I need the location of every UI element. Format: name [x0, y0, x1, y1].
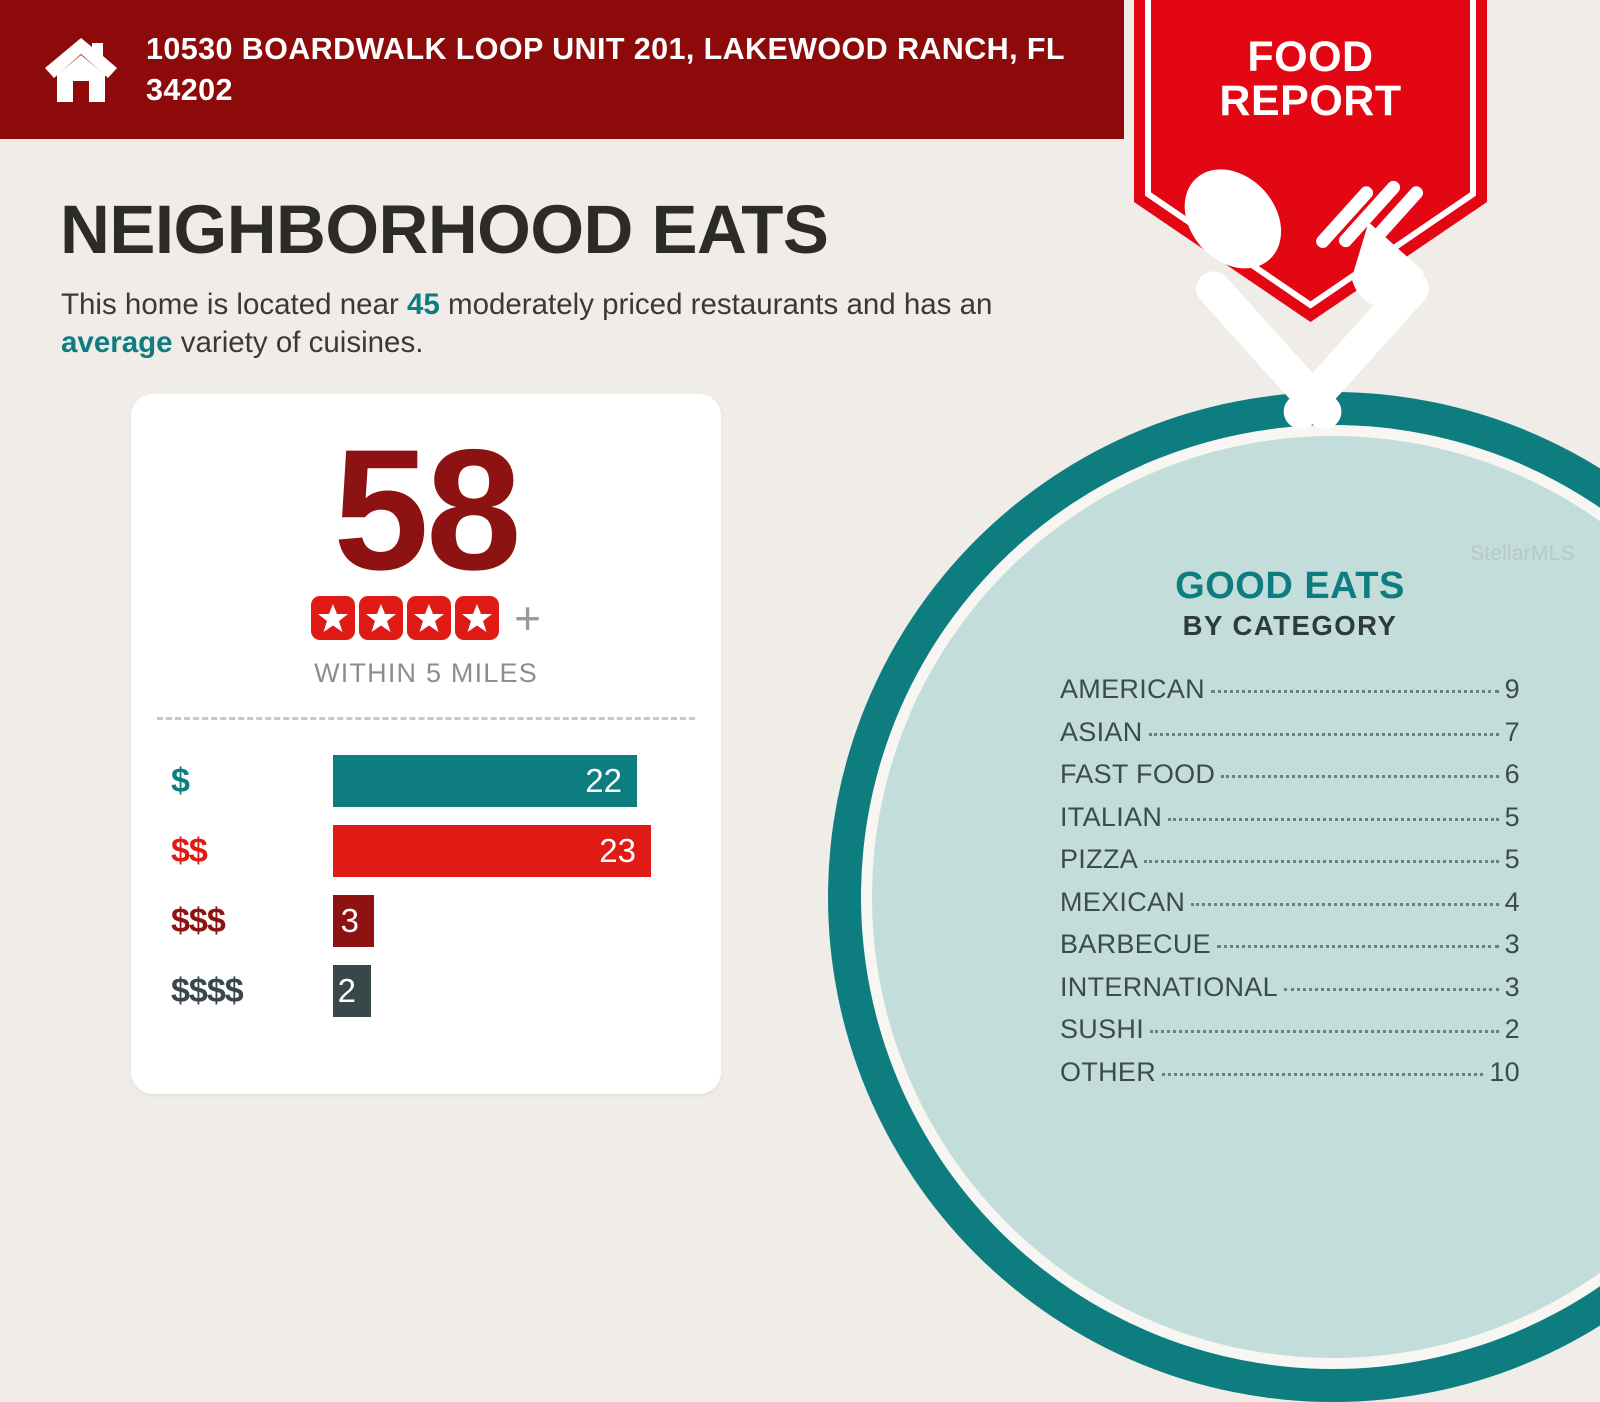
house-icon: [45, 37, 117, 102]
price-tier-row: $$$$ 2: [131, 956, 721, 1026]
category-count: 4: [1504, 886, 1520, 917]
price-tier-label: $$$$: [171, 971, 244, 1010]
category-row: OTHER 10: [1060, 1057, 1520, 1100]
category-name: OTHER: [1060, 1056, 1156, 1087]
category-name: ASIAN: [1060, 716, 1143, 747]
price-tier-bar: 3: [333, 895, 374, 947]
category-row: SUSHI 2: [1060, 1014, 1520, 1057]
page-title: NEIGHBORHOOD EATS: [60, 191, 829, 268]
star-glyph: [462, 604, 493, 632]
leader-dots: [1216, 945, 1499, 948]
good-eats-title: GOOD EATS: [1175, 565, 1405, 607]
category-row: INTERNATIONAL 3: [1060, 972, 1520, 1015]
subtitle-variety-level: average: [61, 325, 173, 359]
star-icon: [407, 596, 452, 640]
category-name: INTERNATIONAL: [1060, 971, 1278, 1002]
category-name: FAST FOOD: [1060, 759, 1216, 789]
leader-dots: [1191, 902, 1499, 906]
subtitle-text-2: moderately priced restaurants and has an: [439, 288, 993, 321]
category-row: AMERICAN 9: [1060, 674, 1520, 717]
star-icon: [311, 596, 356, 640]
leader-dots: [1221, 775, 1499, 778]
star-icon: [359, 596, 404, 640]
property-address: 10530 BOARDWALK LOOP UNIT 201, LAKEWOOD …: [146, 31, 1065, 107]
category-count: 3: [1504, 971, 1520, 1002]
price-tier-bar: 23: [333, 825, 651, 877]
score-card: 58 + WITHIN 5 MILES $22 $$ 23 $$$ 3 $$$$ 2: [131, 394, 721, 1094]
category-count: 2: [1504, 1014, 1520, 1044]
price-tier-label: $$: [171, 831, 208, 870]
category-name: SUSHI: [1060, 1014, 1145, 1044]
category-row: FAST FOOD 6: [1060, 759, 1520, 802]
category-name: BARBECUE: [1060, 929, 1211, 959]
leader-dots: [1283, 987, 1499, 991]
category-name: AMERICAN: [1060, 674, 1205, 704]
leader-dots: [1168, 817, 1499, 821]
star-glyph: [318, 604, 349, 632]
subtitle: This home is located near 45 moderately …: [61, 286, 1091, 362]
within-radius-label: WITHIN 5 MILES: [314, 658, 538, 688]
category-row: BARBECUE 3: [1060, 929, 1520, 972]
category-count: 5: [1504, 844, 1520, 874]
subtitle-text-1: This home is located near: [61, 288, 407, 321]
category-count: 5: [1504, 801, 1520, 832]
card-divider: [157, 717, 695, 720]
category-count: 10: [1489, 1056, 1520, 1087]
header-bar: 10530 BOARDWALK LOOP UNIT 201, LAKEWOOD …: [0, 0, 1124, 139]
good-eats-panel: GOOD EATS BY CATEGORY AMERICAN 9 ASIAN 7 FAS…: [1060, 565, 1520, 1099]
category-name: ITALIAN: [1060, 801, 1163, 832]
leader-dots: [1148, 732, 1499, 736]
food-report-badge: FOOD REPORT: [1134, 0, 1487, 429]
star-glyph: [414, 604, 445, 632]
category-count: 7: [1504, 716, 1520, 747]
leader-dots: [1210, 690, 1499, 693]
leader-dots: [1144, 860, 1499, 863]
price-tier-bar: 2: [333, 965, 371, 1017]
subtitle-restaurant-count: 45: [406, 288, 440, 321]
category-row: ASIAN 7: [1060, 717, 1520, 760]
subtitle-text-3: variety of cuisines.: [172, 325, 424, 359]
category-row: MEXICAN 4: [1060, 887, 1520, 930]
plus-icon: +: [514, 591, 541, 644]
leader-dots: [1162, 1072, 1484, 1076]
price-tier-row: $$ 23: [131, 816, 721, 886]
star-glyph: [366, 604, 397, 632]
price-tier-chart: $22 $$ 23 $$$ 3 $$$$ 2: [131, 746, 721, 1026]
price-tier-label: $$$: [171, 901, 226, 940]
star-icon: [455, 596, 500, 640]
star-rating: +: [131, 591, 721, 644]
category-list: AMERICAN 9 ASIAN 7 FAST FOOD 6 ITALIAN 5 PIZZA 5 M…: [1060, 674, 1520, 1099]
category-count: 3: [1504, 929, 1520, 959]
price-tier-row: $$$ 3: [131, 886, 721, 956]
category-name: PIZZA: [1060, 844, 1139, 874]
category-row: PIZZA 5: [1060, 844, 1520, 887]
category-name: MEXICAN: [1060, 886, 1186, 917]
category-count: 6: [1504, 759, 1520, 789]
stars-container: [311, 596, 500, 640]
price-tier-row: $22: [131, 746, 721, 816]
price-tier-label: $: [171, 761, 190, 800]
spoon-fork-icon: [1184, 169, 1429, 429]
category-row: ITALIAN 5: [1060, 802, 1520, 845]
food-score: 58: [333, 414, 521, 606]
category-count: 9: [1504, 674, 1520, 704]
good-eats-subtitle: BY CATEGORY: [1182, 610, 1398, 641]
leader-dots: [1150, 1030, 1499, 1033]
watermark: StellarMLS: [1470, 542, 1575, 565]
price-tier-bar: 22: [333, 755, 637, 807]
